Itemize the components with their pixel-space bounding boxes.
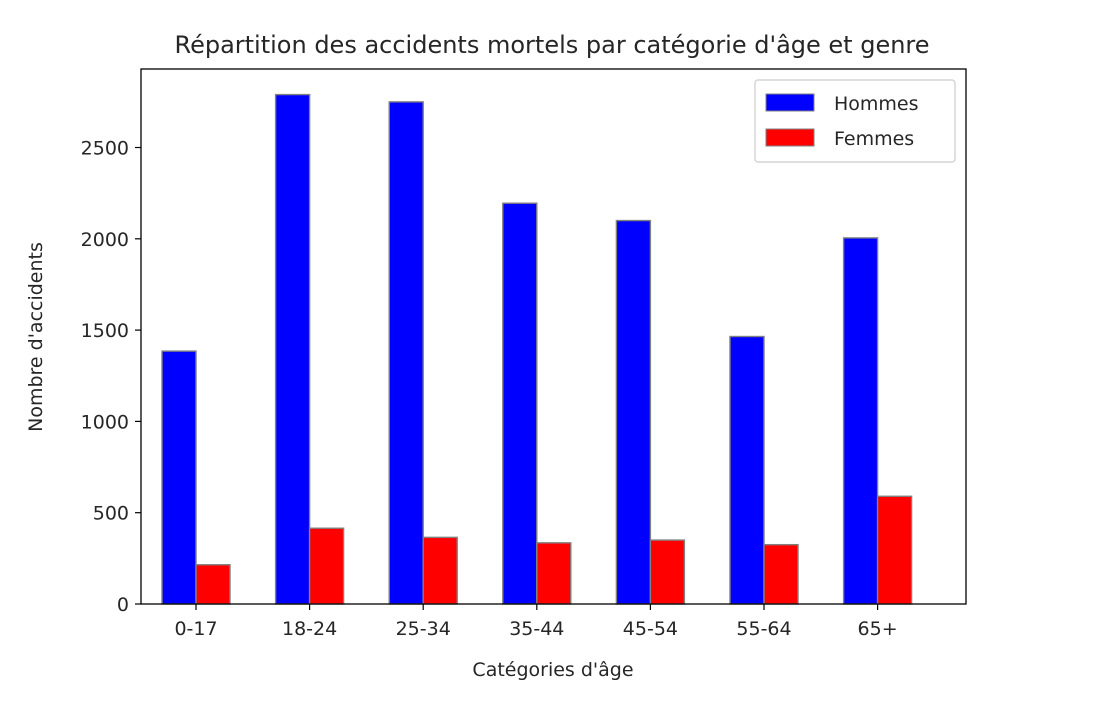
y-tick-label: 2500 (81, 138, 129, 160)
y-axis: 0 500 1000 1500 2000 2500 (81, 138, 141, 616)
bar-femmes-65+ (876, 495, 913, 605)
bar-hommes-35-44 (502, 202, 538, 605)
x-tick-label: 25-34 (396, 618, 451, 640)
y-tick-label: 0 (117, 594, 129, 616)
legend-label-hommes: Hommes (834, 93, 919, 115)
x-axis-label: Catégories d'âge (472, 659, 633, 681)
x-tick-label: 45-54 (623, 618, 678, 640)
x-tick-label: 55-64 (736, 618, 791, 640)
bar-hommes-45-54 (615, 219, 652, 605)
bar-femmes-45-54 (649, 539, 686, 605)
legend-label-femmes: Femmes (834, 128, 914, 150)
bar-femmes-25-34 (422, 536, 458, 605)
bar-hommes-18-24 (274, 93, 311, 605)
x-tick-label: 18-24 (282, 618, 337, 640)
bar-hommes-0-17 (161, 350, 197, 605)
bars-layer (161, 93, 913, 605)
x-tick-label: 0-17 (174, 618, 217, 640)
y-axis-label: Nombre d'accidents (25, 242, 47, 432)
bar-femmes-35-44 (536, 542, 572, 605)
y-tick-label: 2000 (81, 229, 129, 251)
legend-swatch-femmes (765, 128, 815, 147)
bar-femmes-55-64 (763, 543, 799, 605)
y-tick-label: 1500 (81, 320, 129, 342)
bar-hommes-55-64 (729, 335, 765, 605)
legend: Hommes Femmes (754, 79, 956, 163)
plot-frame (140, 68, 967, 605)
y-tick-label: 500 (93, 503, 129, 525)
x-tick-label: 65+ (858, 618, 898, 640)
bar-femmes-18-24 (308, 527, 345, 605)
y-tick-label: 1000 (81, 411, 129, 433)
bar-hommes-65+ (842, 237, 879, 605)
bar-hommes-25-34 (388, 101, 424, 605)
bar-femmes-0-17 (195, 564, 231, 605)
x-tick-label: 35-44 (509, 618, 564, 640)
x-axis: 0-17 18-24 25-34 35-44 45-54 55-64 65+ (174, 604, 898, 640)
legend-swatch-hommes (765, 93, 815, 112)
chart-title: Répartition des accidents mortels par ca… (174, 31, 929, 59)
